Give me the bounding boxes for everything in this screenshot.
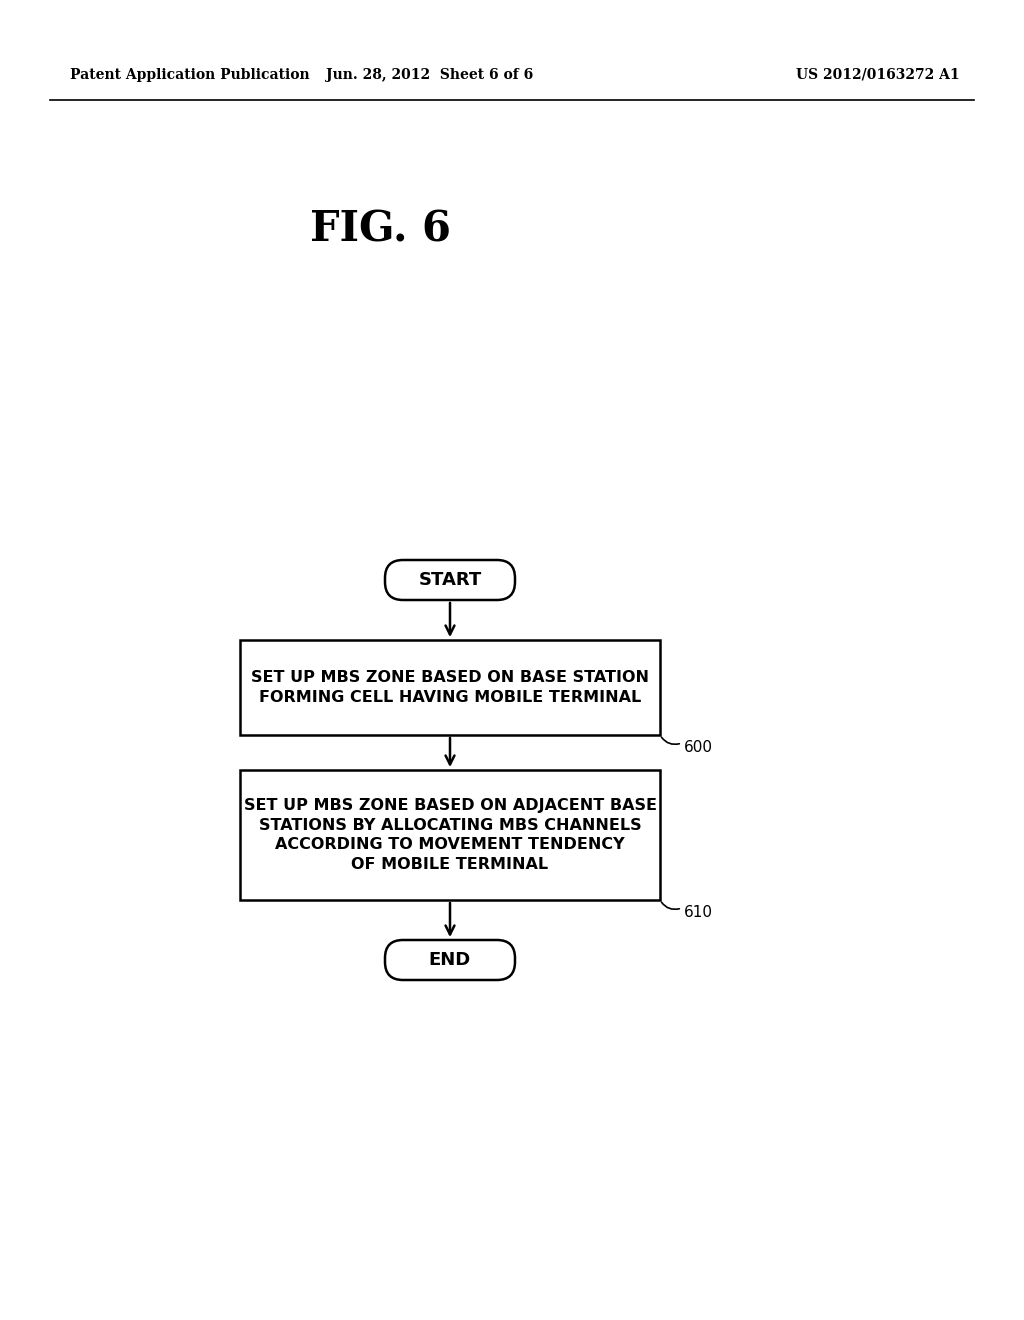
FancyBboxPatch shape <box>385 560 515 601</box>
Text: 600: 600 <box>684 741 713 755</box>
Text: END: END <box>429 950 471 969</box>
Text: 610: 610 <box>684 906 713 920</box>
FancyBboxPatch shape <box>240 770 660 900</box>
Text: FIG. 6: FIG. 6 <box>310 209 451 251</box>
FancyBboxPatch shape <box>240 640 660 735</box>
Text: US 2012/0163272 A1: US 2012/0163272 A1 <box>797 69 961 82</box>
Text: SET UP MBS ZONE BASED ON ADJACENT BASE
STATIONS BY ALLOCATING MBS CHANNELS
ACCOR: SET UP MBS ZONE BASED ON ADJACENT BASE S… <box>244 797 656 873</box>
FancyBboxPatch shape <box>385 940 515 979</box>
Text: Jun. 28, 2012  Sheet 6 of 6: Jun. 28, 2012 Sheet 6 of 6 <box>327 69 534 82</box>
Text: START: START <box>419 572 481 589</box>
Text: SET UP MBS ZONE BASED ON BASE STATION
FORMING CELL HAVING MOBILE TERMINAL: SET UP MBS ZONE BASED ON BASE STATION FO… <box>251 671 649 705</box>
Text: Patent Application Publication: Patent Application Publication <box>70 69 309 82</box>
